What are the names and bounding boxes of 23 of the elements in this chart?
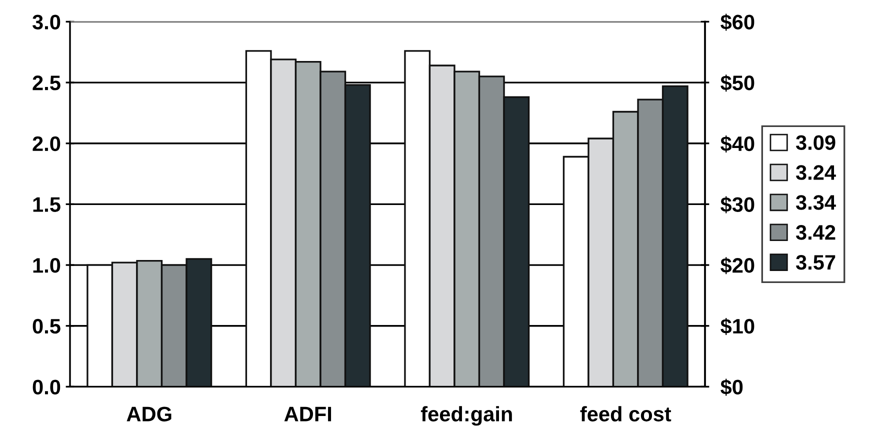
y2-tick-label: $40 — [720, 135, 754, 152]
x-tick-label: feed:gain — [420, 406, 512, 426]
y-tick-label: 2.0 — [32, 136, 60, 152]
x-tick-label: ADG — [126, 406, 172, 422]
x-tick-label: feed cost — [580, 406, 672, 422]
legend-label: 3.09 — [796, 135, 836, 150]
y-tick-label: 3.0 — [32, 14, 60, 30]
x-tick-label: ADFI — [284, 406, 332, 422]
y2-tick-label: $20 — [720, 257, 754, 274]
y2-tick-label: $50 — [720, 74, 754, 92]
y-tick-label: 2.5 — [32, 76, 60, 90]
y-tick-label: 0.0 — [32, 380, 60, 394]
y-tick-label: 0.5 — [32, 318, 60, 334]
y2-tick-label: $0 — [720, 378, 743, 396]
legend-label: 3.42 — [796, 225, 836, 240]
legend-label: 3.57 — [796, 254, 836, 270]
y2-tick-label: $30 — [720, 196, 754, 214]
legend-label: 3.24 — [796, 165, 836, 180]
legend-label: 3.34 — [796, 195, 836, 210]
y-tick-label: 1.0 — [33, 258, 60, 273]
y2-tick-label: $60 — [720, 14, 754, 31]
y2-tick-label: $10 — [720, 318, 754, 335]
y-tick-label: 1.5 — [33, 197, 60, 212]
